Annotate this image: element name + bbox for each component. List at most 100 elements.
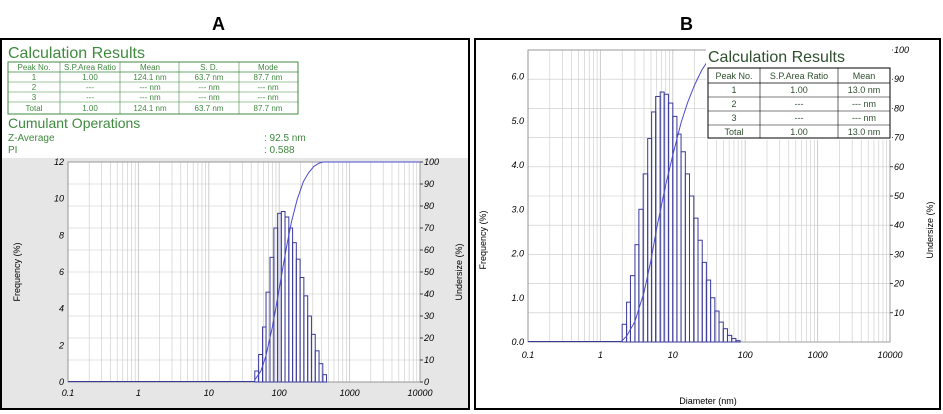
frequency-bar: [735, 340, 741, 343]
table-b-cell: 1.00: [790, 85, 808, 95]
panel-a-calc-title: Calculation Results: [8, 45, 145, 62]
table-a-cell: ---: [86, 93, 94, 102]
table-a-cell: Total: [26, 104, 43, 113]
table-b-cell: 3: [731, 113, 736, 123]
y-tick-label: 0: [59, 377, 64, 387]
frequency-bar: [714, 310, 720, 343]
table-a-cell: 2: [32, 83, 37, 92]
table-a-header: Mean: [140, 63, 160, 72]
y2-tick-label: 50: [894, 191, 904, 201]
panel-b-xlabel: Diameter (nm): [679, 396, 737, 406]
y2-tick-label: 30: [424, 311, 434, 321]
panel-a-svg: Calculation Results Peak No. S.P.Area Ra…: [2, 45, 468, 408]
frequency-bar: [634, 244, 640, 343]
table-b-cell: 2: [731, 99, 736, 109]
table-b-header: Peak No.: [715, 71, 752, 81]
table-a-cell: ---: [86, 83, 94, 92]
table-a-cell: 124.1 nm: [133, 104, 167, 113]
y-tick-label: 4: [59, 304, 64, 314]
y2-tick-label: 80: [894, 103, 904, 113]
y-tick-label: 10: [54, 194, 64, 204]
x-tick-label: 1000: [808, 350, 828, 360]
table-a-header: S.P.Area Ratio: [64, 63, 116, 72]
table-a-cell: --- nm: [198, 83, 220, 92]
y2-tick-label: 40: [424, 289, 434, 299]
y2-tick-label: 90: [424, 179, 434, 189]
x-tick-label: 1: [598, 350, 603, 360]
table-b-cell: --- nm: [852, 99, 876, 109]
table-a-cell: --- nm: [139, 83, 161, 92]
panel-b-results-table: Peak No. S.P.Area Ratio Mean 1 1.00 13.0…: [707, 67, 891, 139]
panel-b: 0.1 1 10 100 1000 10000 0.0 1.0 2.0 3.0 4.0 5.0 6.0 1…: [474, 38, 941, 410]
table-b-header: Mean: [853, 71, 876, 81]
table-a-cell: 63.7 nm: [195, 73, 224, 82]
table-a-cell: --- nm: [198, 93, 220, 102]
frequency-bar: [718, 321, 724, 343]
frequency-bar: [684, 173, 690, 343]
x-tick-label: 10000: [877, 350, 902, 360]
y-tick-label: 3.0: [511, 204, 524, 214]
y2-tick-label: 90: [894, 74, 904, 84]
z-average-value: : 92.5 nm: [264, 133, 306, 144]
table-b-cell: 1: [731, 85, 736, 95]
table-a-cell: 63.7 nm: [195, 104, 224, 113]
y-tick-label: 6: [59, 267, 64, 277]
frequency-bar: [318, 363, 324, 383]
panel-b-letter: B: [680, 14, 693, 34]
y-tick-label: 12: [54, 157, 64, 167]
table-a-cell: 87.7 nm: [254, 104, 283, 113]
pi-label: PI: [8, 145, 17, 156]
undersize-curve: [254, 161, 420, 381]
y2-tick-label: 50: [424, 267, 434, 277]
panel-a-results-table: Peak No. S.P.Area Ratio Mean S. D. Mode …: [7, 61, 299, 115]
frequency-bar: [663, 93, 669, 343]
table-b-cell: ---: [795, 99, 804, 109]
frequency-bar: [722, 328, 728, 343]
table-a-cell: 3: [32, 93, 37, 102]
panel-b-plot: 0.1 1 10 100 1000 10000 0.0 1.0 2.0 3.0 4.0 5.0 6.0 1…: [510, 45, 909, 360]
table-a-header: S. D.: [200, 63, 218, 72]
table-a-cell: 1: [32, 73, 37, 82]
y2-tick-label: 100: [894, 45, 909, 55]
y2-tick-label: 100: [424, 157, 439, 167]
frequency-bar: [697, 239, 703, 343]
y2-tick-label: 10: [894, 308, 904, 318]
table-a-cell: 87.7 nm: [254, 73, 283, 82]
y2-tick-label: 10: [424, 355, 434, 365]
frequency-bar: [710, 297, 716, 343]
frequency-bar: [726, 334, 733, 343]
table-b-cell: Total: [724, 127, 743, 137]
frequency-bar: [629, 275, 636, 343]
frequency-bar: [638, 208, 644, 343]
frequency-bar: [701, 261, 707, 343]
frequency-bar: [672, 115, 678, 343]
x-tick-label: 1: [136, 388, 141, 398]
table-a-cell: --- nm: [139, 93, 161, 102]
frequency-bar: [651, 111, 657, 343]
y2-tick-label: 30: [894, 249, 904, 259]
y-tick-label: 8: [59, 230, 64, 240]
y2-tick-label: 70: [424, 223, 434, 233]
table-a-header: Peak No.: [18, 63, 51, 72]
y2-tick-label: 60: [894, 162, 904, 172]
table-a-cell: 1.00: [82, 104, 98, 113]
x-tick-label: 0.1: [62, 388, 75, 398]
panel-a-y2label: Undersize (%): [454, 243, 464, 300]
frequency-bar: [659, 91, 665, 343]
panel-a-ylabel: Frequency (%): [12, 242, 22, 301]
y-tick-label: 5.0: [511, 116, 524, 126]
table-b-cell: 13.0 nm: [848, 85, 881, 95]
panel-a-plot: 0.1 1 10 100 1000 100000246810120102030405060…: [54, 157, 439, 398]
panel-b-calc-background: [706, 44, 892, 140]
z-average-label: Z-Average: [8, 133, 55, 144]
y-tick-label: 2.0: [510, 249, 524, 259]
panel-b-svg: 0.1 1 10 100 1000 10000 0.0 1.0 2.0 3.0 4.0 5.0 6.0 1…: [478, 44, 935, 406]
y-tick-label: 6.0: [511, 72, 524, 82]
table-b-cell: ---: [795, 113, 804, 123]
panel-b-calc-title: Calculation Results: [708, 49, 845, 66]
table-a-cell: --- nm: [257, 83, 279, 92]
table-a-cell: --- nm: [257, 93, 279, 102]
y2-tick-label: 20: [893, 279, 904, 289]
y2-tick-label: 70: [894, 133, 904, 143]
table-a-cell: 124.1 nm: [133, 73, 167, 82]
